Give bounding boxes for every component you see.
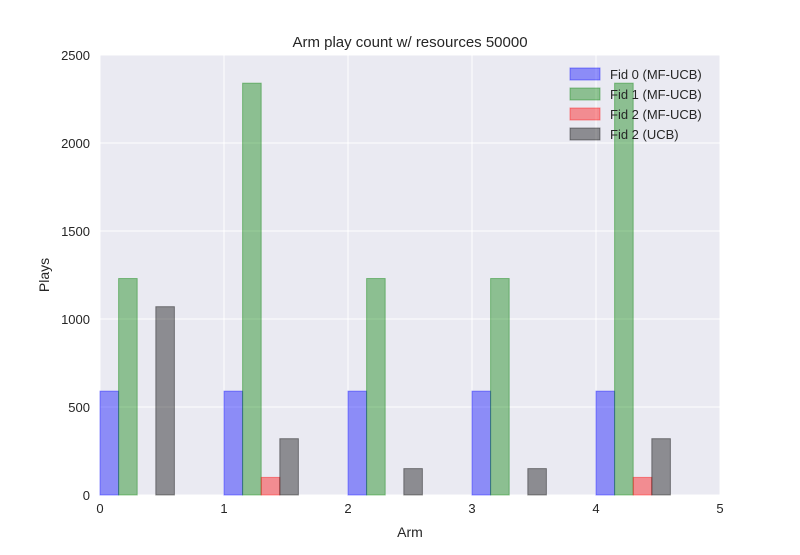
bars xyxy=(99,82,671,496)
bar-series-0-arm-0 xyxy=(99,390,120,496)
y-axis-label: Plays xyxy=(36,258,52,292)
legend: Fid 0 (MF-UCB) Fid 1 (MF-UCB) Fid 2 (MF-UC… xyxy=(569,67,702,142)
bar-series-0-arm-2 xyxy=(347,390,368,496)
bar-series-1-arm-4 xyxy=(614,82,634,496)
grid-lines xyxy=(99,54,721,496)
bar-series-3-arm-2 xyxy=(403,468,423,496)
y-tick-label: 2500 xyxy=(61,48,90,63)
bar-series-1-arm-2 xyxy=(366,278,386,496)
x-tick-labels: 0 1 2 3 4 5 xyxy=(96,501,723,516)
x-tick-label: 2 xyxy=(344,501,351,516)
y-tick-label: 1000 xyxy=(61,312,90,327)
legend-label-2: Fid 2 (MF-UCB) xyxy=(610,107,702,122)
x-tick-label: 5 xyxy=(716,501,723,516)
legend-label-0: Fid 0 (MF-UCB) xyxy=(610,67,702,82)
legend-label-3: Fid 2 (UCB) xyxy=(610,127,679,142)
legend-swatch-3 xyxy=(569,127,601,141)
bar-series-2-arm-4 xyxy=(632,476,653,496)
x-tick-label: 1 xyxy=(220,501,227,516)
legend-swatch-0 xyxy=(569,67,601,81)
bar-series-3-arm-1 xyxy=(279,438,299,496)
chart-title: Arm play count w/ resources 50000 xyxy=(292,34,527,51)
bar-series-1-arm-1 xyxy=(242,82,262,496)
x-axis-label: Arm xyxy=(397,524,423,540)
bar-series-1-arm-3 xyxy=(490,278,510,496)
bar-series-2-arm-1 xyxy=(260,476,281,496)
x-tick-label: 3 xyxy=(468,501,475,516)
bar-series-1-arm-0 xyxy=(118,278,138,496)
bar-series-3-arm-3 xyxy=(527,468,547,496)
bar-series-3-arm-0 xyxy=(155,306,175,496)
bar-series-0-arm-1 xyxy=(223,390,244,496)
y-tick-label: 0 xyxy=(83,488,90,503)
bar-series-3-arm-4 xyxy=(651,438,671,496)
bar-series-0-arm-3 xyxy=(471,390,492,496)
x-tick-label: 0 xyxy=(96,501,103,516)
y-tick-label: 1500 xyxy=(61,224,90,239)
plot-area xyxy=(100,55,720,495)
y-tick-label: 2000 xyxy=(61,136,90,151)
x-tick-label: 4 xyxy=(592,501,599,516)
legend-label-1: Fid 1 (MF-UCB) xyxy=(610,87,702,102)
legend-swatch-2 xyxy=(569,107,601,121)
legend-swatch-1 xyxy=(569,87,601,101)
y-tick-label: 500 xyxy=(68,400,90,415)
bar-series-0-arm-4 xyxy=(595,390,616,496)
y-tick-labels: 0 500 1000 1500 2000 2500 xyxy=(61,48,90,503)
